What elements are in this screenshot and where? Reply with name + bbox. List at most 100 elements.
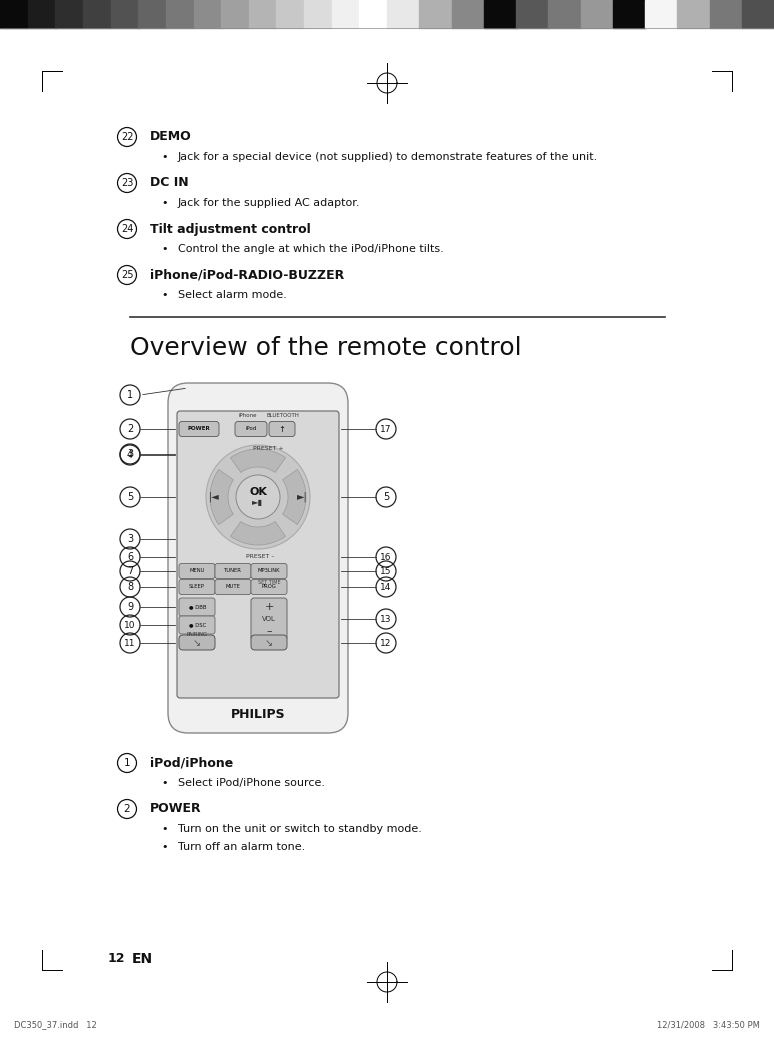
- FancyBboxPatch shape: [215, 563, 251, 579]
- Text: BLUETOOTH: BLUETOOTH: [266, 413, 300, 418]
- Wedge shape: [283, 469, 306, 525]
- Text: 15: 15: [380, 566, 392, 576]
- Text: 24: 24: [121, 224, 133, 233]
- Text: •: •: [162, 778, 168, 788]
- Text: •: •: [162, 198, 168, 208]
- Bar: [710, 0, 742, 28]
- Wedge shape: [210, 469, 234, 525]
- Text: EN: EN: [132, 952, 153, 966]
- Text: 11: 11: [125, 639, 135, 647]
- FancyBboxPatch shape: [179, 616, 215, 634]
- FancyBboxPatch shape: [177, 411, 339, 698]
- Text: DC350_37.indd   12: DC350_37.indd 12: [14, 1021, 97, 1029]
- Text: ● DSC: ● DSC: [189, 623, 206, 627]
- Bar: [139, 0, 166, 28]
- Text: PRESET +: PRESET +: [252, 446, 283, 451]
- Text: 23: 23: [121, 178, 133, 188]
- Bar: [332, 0, 360, 28]
- Text: 9: 9: [127, 602, 133, 612]
- Wedge shape: [231, 449, 286, 472]
- Text: PHILIPS: PHILIPS: [231, 709, 286, 721]
- FancyBboxPatch shape: [179, 422, 219, 437]
- Text: 5: 5: [383, 492, 389, 502]
- Text: •: •: [162, 290, 168, 300]
- Bar: [28, 0, 56, 28]
- Text: VOL: VOL: [262, 616, 276, 622]
- Wedge shape: [231, 521, 286, 545]
- Text: 13: 13: [380, 615, 392, 624]
- Text: •: •: [162, 824, 168, 834]
- Text: iPhone: iPhone: [238, 413, 257, 418]
- Text: ↑: ↑: [279, 424, 286, 433]
- FancyBboxPatch shape: [179, 598, 215, 616]
- Text: iPod: iPod: [245, 426, 257, 431]
- Text: 2: 2: [127, 424, 133, 435]
- Bar: [677, 0, 710, 28]
- Text: ↘: ↘: [265, 638, 273, 648]
- Bar: [111, 0, 139, 28]
- Text: 1: 1: [127, 389, 133, 400]
- Text: Turn on the unit or switch to standby mode.: Turn on the unit or switch to standby mo…: [178, 824, 422, 834]
- Text: ►|: ►|: [296, 492, 307, 503]
- Bar: [83, 0, 111, 28]
- Bar: [451, 0, 485, 28]
- Text: ►▮: ►▮: [252, 497, 264, 507]
- Circle shape: [206, 445, 310, 549]
- Text: 6: 6: [127, 552, 133, 562]
- Text: Overview of the remote control: Overview of the remote control: [130, 336, 522, 360]
- Text: SET TIME: SET TIME: [258, 580, 280, 585]
- Bar: [304, 0, 332, 28]
- Text: Turn off an alarm tone.: Turn off an alarm tone.: [178, 842, 305, 852]
- Text: iPhone/iPod-RADIO-BUZZER: iPhone/iPod-RADIO-BUZZER: [150, 268, 344, 282]
- Text: 17: 17: [380, 424, 392, 433]
- Text: MENU: MENU: [190, 569, 205, 574]
- FancyBboxPatch shape: [215, 579, 251, 595]
- Text: 7: 7: [127, 566, 133, 576]
- Text: DEMO: DEMO: [150, 131, 192, 143]
- FancyBboxPatch shape: [251, 579, 287, 595]
- Text: Tilt adjustment control: Tilt adjustment control: [150, 223, 310, 236]
- Bar: [387, 0, 420, 28]
- Bar: [516, 0, 549, 28]
- Text: PROG: PROG: [262, 584, 276, 589]
- FancyBboxPatch shape: [168, 383, 348, 733]
- Bar: [55, 0, 84, 28]
- Text: PAIRING: PAIRING: [187, 632, 207, 638]
- Text: 3: 3: [127, 534, 133, 544]
- Bar: [276, 0, 305, 28]
- Text: 1: 1: [124, 758, 130, 768]
- Text: –: –: [266, 626, 272, 636]
- Text: •: •: [162, 842, 168, 852]
- Bar: [0, 0, 28, 28]
- FancyBboxPatch shape: [269, 422, 295, 437]
- Text: +: +: [264, 602, 274, 612]
- Text: 22: 22: [121, 132, 133, 142]
- Text: 25: 25: [121, 270, 133, 280]
- Text: ↘: ↘: [193, 638, 201, 648]
- Bar: [645, 0, 678, 28]
- FancyBboxPatch shape: [179, 579, 215, 595]
- Text: TUNER: TUNER: [224, 569, 242, 574]
- FancyBboxPatch shape: [235, 422, 267, 437]
- Bar: [166, 0, 194, 28]
- Text: •: •: [162, 244, 168, 254]
- Text: DC IN: DC IN: [150, 177, 189, 190]
- Text: •: •: [162, 152, 168, 162]
- Text: 3: 3: [127, 449, 133, 459]
- Bar: [548, 0, 581, 28]
- Text: 14: 14: [380, 582, 392, 592]
- Text: |◄: |◄: [209, 492, 219, 503]
- Text: 16: 16: [380, 553, 392, 561]
- Text: SLEEP: SLEEP: [189, 584, 205, 589]
- Bar: [580, 0, 613, 28]
- Text: PRESET –: PRESET –: [246, 555, 274, 559]
- FancyBboxPatch shape: [179, 563, 215, 579]
- Text: Select alarm mode.: Select alarm mode.: [178, 290, 287, 300]
- Text: Select iPod/iPhone source.: Select iPod/iPhone source.: [178, 778, 325, 788]
- Text: 2: 2: [124, 804, 130, 814]
- FancyBboxPatch shape: [179, 634, 215, 650]
- Text: 12: 12: [108, 953, 125, 965]
- FancyBboxPatch shape: [251, 563, 287, 579]
- Text: 5: 5: [127, 492, 133, 502]
- Bar: [484, 0, 516, 28]
